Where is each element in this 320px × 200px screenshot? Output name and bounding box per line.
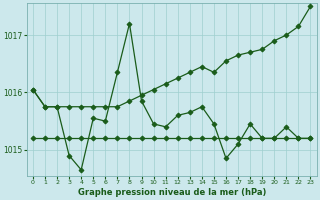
X-axis label: Graphe pression niveau de la mer (hPa): Graphe pression niveau de la mer (hPa) [77, 188, 266, 197]
